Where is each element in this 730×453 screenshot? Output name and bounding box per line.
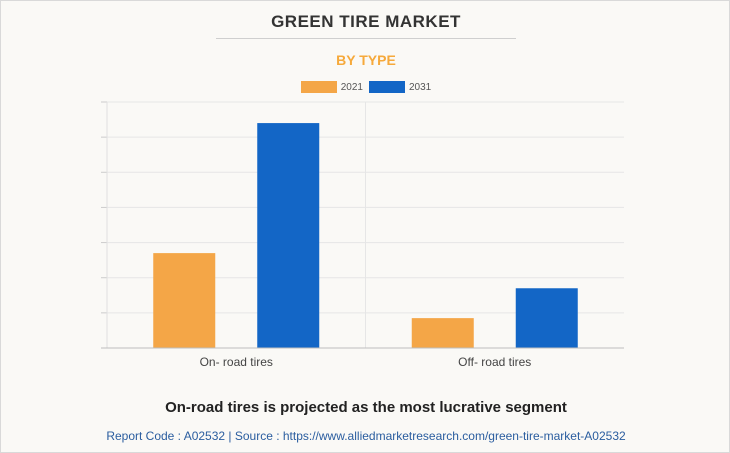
bar-chart-plot: On- road tires Off- road tires	[101, 101, 624, 369]
bar-2031-off-road	[515, 288, 578, 348]
legend-swatch-2021	[300, 81, 337, 93]
legend-label-2031: 2031	[409, 81, 432, 93]
legend-label-2021: 2021	[340, 81, 363, 93]
bar-2021-on-road	[153, 253, 216, 348]
bar-2031-on-road	[257, 123, 320, 348]
bar-2021-off-road	[411, 318, 474, 348]
x-tick-label: Off- road tires	[458, 355, 531, 369]
source-line: Report Code : A02532 | Source : https://…	[106, 429, 626, 443]
chart-caption: On-road tires is projected as the most l…	[165, 399, 567, 416]
title-divider	[216, 38, 516, 39]
chart-subtitle: BY TYPE	[336, 52, 396, 68]
legend-item-2031: 2031	[369, 81, 431, 93]
legend-item-2021: 2021	[300, 81, 363, 93]
chart-title: GREEN TIRE MARKET	[271, 12, 461, 31]
legend: 2021 2031	[1, 81, 730, 93]
legend-swatch-2031	[369, 81, 405, 93]
x-tick-label: On- road tires	[200, 355, 273, 369]
